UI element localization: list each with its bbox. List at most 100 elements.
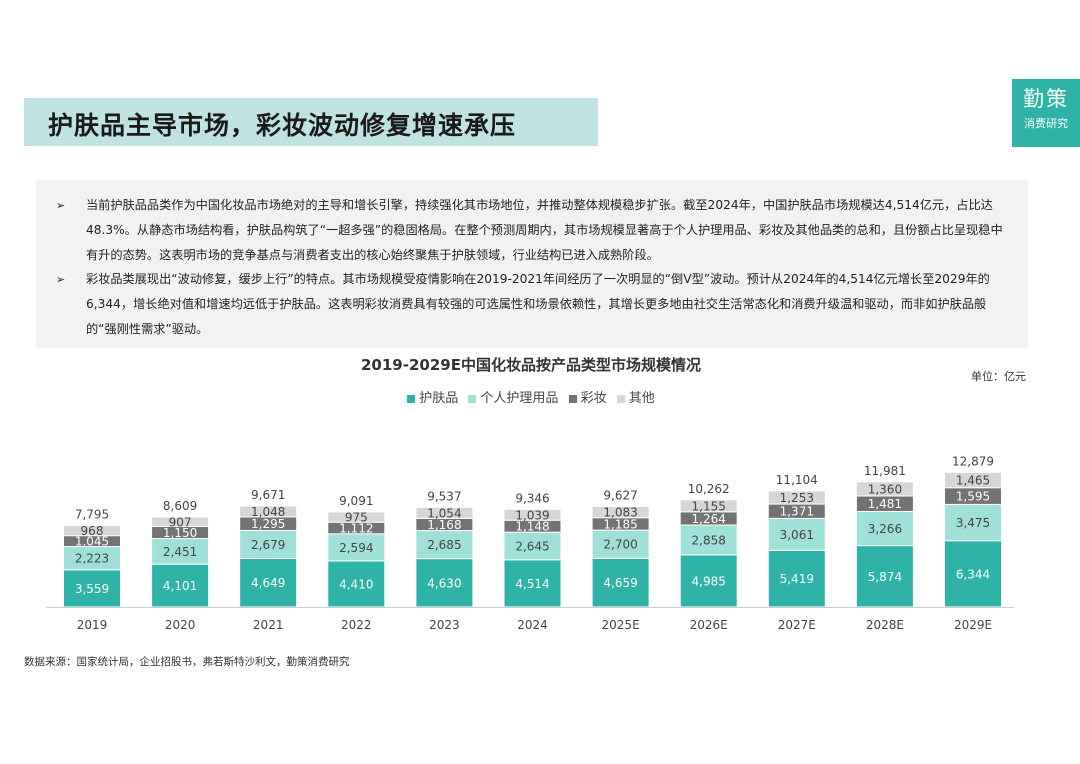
x-tick-label: 2029E <box>954 618 992 632</box>
bar-segment-personal-care <box>591 529 650 559</box>
summary-bullet: ➢ 当前护肤品品类作为中国化妆品市场绝对的主导和增长引擎，持续强化其市场地位，并… <box>56 193 1010 268</box>
bullet-text: 彩妆品类展现出“波动修复，缓步上行”的特点。其市场规模受疫情影响在2019-20… <box>86 272 990 336</box>
bullet-arrow-icon: ➢ <box>56 273 66 286</box>
legend-label: 其他 <box>628 391 655 406</box>
data-label-other: 975 <box>345 511 368 525</box>
data-label-personal-care: 2,223 <box>75 552 109 566</box>
x-tick-label: 2023 <box>429 618 460 632</box>
data-label-other: 1,039 <box>515 508 549 522</box>
x-tick-label: 2020 <box>165 618 196 632</box>
x-tick-label: 2021 <box>253 618 284 632</box>
bar-segment-skincare <box>767 549 826 608</box>
total-label: 9,537 <box>427 489 461 503</box>
legend-label: 个人护理用品 <box>480 391 559 406</box>
bar-segment-other <box>415 506 474 519</box>
total-label: 11,981 <box>864 464 906 478</box>
data-label-makeup: 1,185 <box>603 517 637 531</box>
data-label-personal-care: 3,475 <box>956 516 990 530</box>
data-label-skincare: 4,410 <box>339 577 373 591</box>
x-tick-label: 2019 <box>77 618 108 632</box>
bar-segment-other <box>151 516 210 528</box>
bar-segment-skincare <box>855 545 914 608</box>
chart-unit: 单位：亿元 <box>971 370 1026 383</box>
total-label: 7,795 <box>75 508 109 522</box>
total-label: 8,609 <box>163 499 197 513</box>
bar-segment-skincare <box>151 563 210 608</box>
data-label-makeup: 1,148 <box>515 520 549 534</box>
page-title: 护肤品主导市场，彩妆波动修复增速承压 <box>48 111 517 140</box>
data-label-other: 1,048 <box>251 505 285 519</box>
bullet-text: 当前护肤品品类作为中国化妆品市场绝对的主导和增长引擎，持续强化其市场地位，并推动… <box>86 198 1003 262</box>
legend-item: 个人护理用品 <box>468 387 558 406</box>
data-label-makeup: 1,371 <box>780 505 814 519</box>
bar-segment-personal-care <box>503 531 562 561</box>
bar-segment-other <box>327 511 386 523</box>
data-label-makeup: 1,295 <box>251 517 285 531</box>
legend-item: 彩妆 <box>568 387 607 406</box>
bar-segment-skincare <box>944 540 1002 608</box>
logo-main-text: 勤策 <box>1023 87 1069 111</box>
x-tick-label: 2026E <box>690 618 728 632</box>
data-label-makeup: 1,595 <box>956 490 990 504</box>
data-label-makeup: 1,045 <box>75 535 109 549</box>
data-label-makeup: 1,481 <box>868 497 902 511</box>
brand-logo: 勤策 消费研究 <box>1012 79 1080 147</box>
bar-segment-other <box>767 490 826 505</box>
data-label-personal-care: 2,645 <box>515 540 549 554</box>
data-label-skincare: 4,514 <box>515 577 549 591</box>
data-label-skincare: 5,874 <box>868 570 902 584</box>
data-label-skincare: 5,419 <box>780 572 814 586</box>
x-tick-label: 2025E <box>602 618 640 632</box>
x-tick-label: 2028E <box>866 618 904 632</box>
bar-segment-personal-care <box>151 538 210 565</box>
bar-segment-skincare <box>415 558 474 608</box>
bar-segment-other <box>855 481 914 497</box>
data-label-other: 907 <box>169 515 192 529</box>
legend-item: 其他 <box>616 387 655 406</box>
data-label-other: 1,083 <box>603 506 637 520</box>
data-label-skincare: 4,101 <box>163 579 197 593</box>
data-label-other: 1,253 <box>780 491 814 505</box>
title-banner: 护肤品主导市场，彩妆波动修复增速承压 <box>24 98 598 146</box>
data-label-makeup: 1,264 <box>692 512 726 526</box>
bar-segment-personal-care <box>415 530 474 560</box>
bar-segment-other <box>591 505 650 519</box>
bar-segment-other <box>63 525 121 537</box>
data-label-personal-care: 2,679 <box>251 538 285 552</box>
data-label-personal-care: 3,266 <box>868 522 902 536</box>
data-label-other: 968 <box>81 524 104 538</box>
data-label-makeup: 1,112 <box>339 521 373 535</box>
data-label-personal-care: 2,451 <box>163 545 197 559</box>
total-label: 9,627 <box>603 488 637 502</box>
data-label-personal-care: 2,685 <box>427 538 461 552</box>
total-label: 11,104 <box>776 473 818 487</box>
bar-segment-skincare <box>63 569 121 608</box>
bar-segment-personal-care <box>944 503 1002 542</box>
chart-legend: 护肤品 个人护理用品 彩妆 其他 <box>0 387 1062 406</box>
legend-label: 彩妆 <box>580 391 607 406</box>
data-label-other: 1,054 <box>427 506 461 520</box>
data-label-skincare: 4,649 <box>251 576 285 590</box>
bar-segment-other <box>679 499 738 513</box>
logo-sub-text: 消费研究 <box>1024 117 1068 130</box>
data-label-skincare: 4,985 <box>692 574 726 588</box>
legend-item: 护肤品 <box>407 387 458 406</box>
legend-label: 护肤品 <box>419 391 459 406</box>
bar-segment-personal-care <box>239 529 298 559</box>
bar-segment-other <box>239 505 298 518</box>
bar-segment-skincare <box>503 559 562 608</box>
bar-segment-other <box>503 508 562 521</box>
summary-box: ➢ 当前护肤品品类作为中国化妆品市场绝对的主导和增长引擎，持续强化其市场地位，并… <box>36 180 1028 348</box>
data-label-skincare: 3,559 <box>75 582 109 596</box>
total-label: 9,091 <box>339 494 373 508</box>
x-tick-label: 2024 <box>517 618 548 632</box>
bullet-arrow-icon: ➢ <box>56 199 66 212</box>
chart-title: 2019-2029E中国化妆品按产品类型市场规模情况 <box>361 356 701 374</box>
legend-swatch-skincare <box>407 394 416 403</box>
legend-swatch-other <box>616 394 625 403</box>
bar-segment-personal-care <box>679 524 738 556</box>
data-label-personal-care: 2,700 <box>603 538 637 552</box>
data-label-skincare: 4,630 <box>427 576 461 590</box>
data-label-makeup: 1,150 <box>163 526 197 540</box>
